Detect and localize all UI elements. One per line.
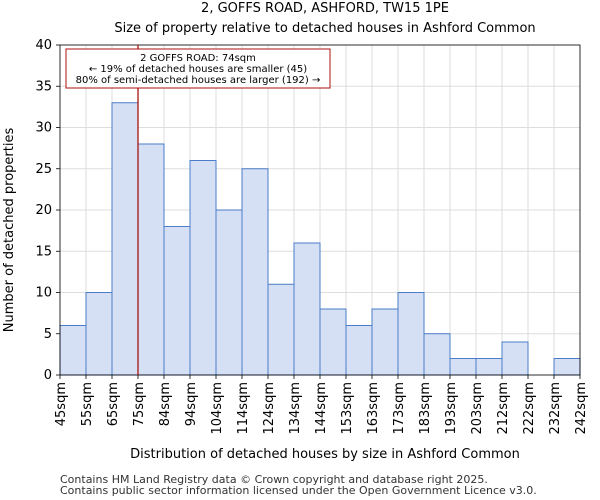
y-tick-label: 40: [35, 38, 52, 53]
x-tick-label: 134sqm: [288, 382, 303, 435]
bar-193sqm: [449, 358, 477, 376]
bar-163sqm: [371, 308, 399, 376]
bar-45sqm: [59, 325, 87, 376]
bar-203sqm: [475, 358, 503, 376]
y-tick-label: 0: [44, 368, 52, 383]
x-tick-label: 153sqm: [340, 382, 355, 435]
x-tick-label: 55sqm: [80, 382, 95, 426]
bar-75sqm: [137, 143, 165, 376]
x-tick-label: 232sqm: [548, 382, 563, 435]
x-tick-label: 65sqm: [106, 382, 121, 426]
x-tick-label: 45sqm: [54, 382, 69, 426]
bar-212sqm: [501, 341, 529, 376]
bar-84sqm: [163, 226, 191, 376]
bar-55sqm: [85, 292, 113, 376]
annotation-line-1: 2 GOFFS ROAD: 74sqm: [140, 53, 256, 64]
x-tick-label: 193sqm: [444, 382, 459, 435]
y-tick-label: 35: [35, 79, 52, 94]
x-tick-label: 104sqm: [210, 382, 225, 435]
bar-114sqm: [241, 168, 269, 376]
x-tick-label: 84sqm: [158, 382, 173, 426]
x-tick-label: 94sqm: [184, 382, 199, 426]
x-tick-label: 124sqm: [262, 382, 277, 435]
bar-173sqm: [397, 292, 425, 376]
y-tick-label: 25: [35, 162, 52, 177]
annotation-line-2: ← 19% of detached houses are smaller (45…: [89, 64, 307, 75]
chart-title: 2, GOFFS ROAD, ASHFORD, TW15 1PE: [201, 1, 449, 16]
x-axis-label: Distribution of detached houses by size …: [130, 447, 520, 462]
x-tick-label: 242sqm: [574, 382, 589, 435]
x-tick-label: 222sqm: [522, 382, 537, 435]
annotation-frame: [65, 48, 331, 89]
bar-232sqm: [553, 358, 581, 376]
x-ticks: 45sqm 55sqm 65sqm 75sqm 84sqm 94sqm 104sqm 114s…: [54, 375, 589, 435]
chart-subtitle: Size of property relative to detached ho…: [114, 21, 535, 36]
x-tick-label: 173sqm: [392, 382, 407, 435]
bar-144sqm: [319, 308, 347, 376]
bar-94sqm: [189, 160, 217, 376]
x-tick-label: 163sqm: [366, 382, 381, 435]
y-tick-label: 30: [35, 121, 52, 136]
annotation-box: 2 GOFFS ROAD: 74sqm ← 19% of detached ho…: [65, 48, 331, 89]
y-ticks: 0 5 10 15 20 25 30 35 40: [35, 38, 60, 383]
bar-124sqm: [267, 283, 295, 376]
bar-104sqm: [215, 209, 243, 376]
x-tick-label: 114sqm: [236, 382, 251, 435]
y-tick-label: 5: [44, 327, 52, 342]
x-tick-label: 75sqm: [132, 382, 147, 426]
bar-65sqm: [111, 102, 139, 376]
bar-134sqm: [293, 242, 321, 376]
footer-line-2: Contains public sector information licen…: [60, 484, 537, 497]
x-tick-label: 203sqm: [470, 382, 485, 435]
x-tick-label: 144sqm: [314, 382, 329, 435]
bar-183sqm: [423, 333, 451, 376]
bar-153sqm: [345, 325, 373, 376]
x-tick-label: 183sqm: [418, 382, 433, 435]
plot-frame: [59, 44, 581, 376]
footer-line-1: Contains HM Land Registry data © Crown c…: [60, 473, 488, 486]
y-tick-label: 15: [35, 244, 52, 259]
bars: [59, 102, 581, 376]
x-tick-label: 212sqm: [496, 382, 511, 435]
y-axis-label: Number of detached properties: [2, 128, 17, 333]
annotation-line-3: 80% of semi-detached houses are larger (…: [76, 75, 321, 86]
y-tick-label: 20: [35, 203, 52, 218]
y-tick-label: 10: [35, 286, 52, 301]
